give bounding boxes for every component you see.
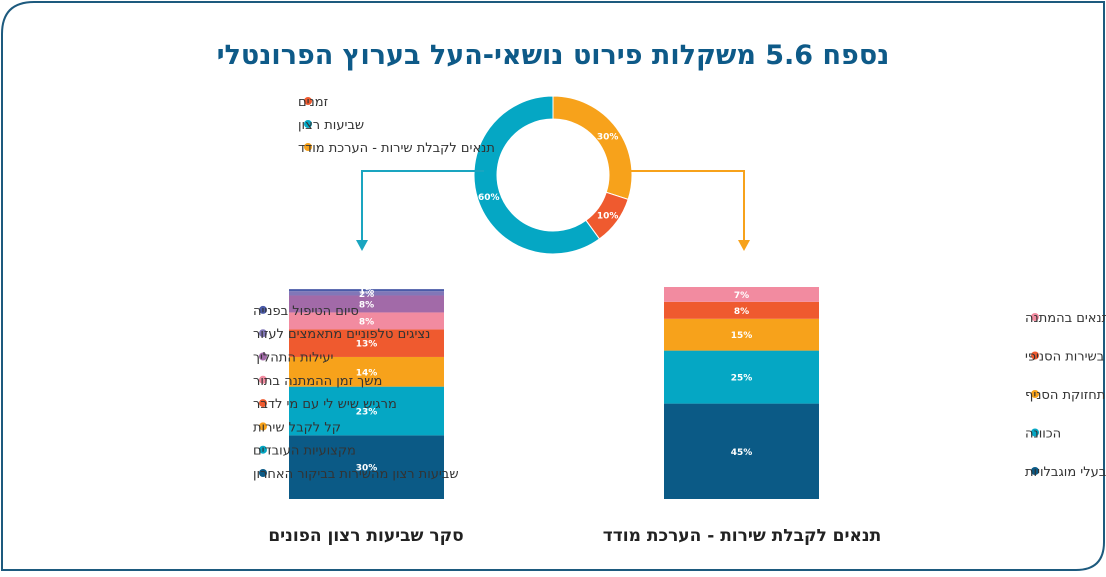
survey-stacked-bar: 30%23%14%13%8%8%2%1% xyxy=(289,287,444,499)
legend-label: קל לקבל שירות xyxy=(253,420,341,435)
donut-slice-label: 60% xyxy=(478,193,500,203)
donut-slice-label: 30% xyxy=(597,132,619,142)
bar-segment-label: 25% xyxy=(731,374,753,384)
legend-label: נגישות המידע בשירות הסניפי xyxy=(1025,350,1106,365)
arrow-to-survey xyxy=(361,170,484,242)
legend-marker xyxy=(1031,390,1039,398)
bar-segment xyxy=(289,329,444,357)
arrowhead-measurer xyxy=(738,240,750,251)
legend-marker xyxy=(1031,428,1039,437)
bar-segment xyxy=(664,301,819,319)
bar-segment xyxy=(289,289,444,292)
legend-marker xyxy=(1031,351,1039,360)
legend-marker xyxy=(259,445,267,454)
measurer-title: תנאים לקבלת שירות - הערכת מודד xyxy=(603,526,881,546)
bar-segment xyxy=(289,291,444,296)
bar-segment xyxy=(664,318,819,351)
legend-marker xyxy=(259,329,267,338)
legend-marker xyxy=(1031,313,1039,321)
legend-marker xyxy=(259,352,267,361)
legend-marker xyxy=(304,143,312,151)
legend-label: יעילות התהליך xyxy=(253,351,333,366)
bar-segment xyxy=(289,312,444,330)
legend-marker xyxy=(259,305,267,314)
legend-marker xyxy=(259,422,267,431)
legend-label: שביעות רצון xyxy=(298,118,364,133)
bar-segment-label: 30% xyxy=(356,464,378,474)
legend-label: מקצועיות העובדים xyxy=(253,444,356,459)
bar-segment xyxy=(664,287,819,302)
bar-segment xyxy=(289,435,444,499)
bar-segment-label: 7% xyxy=(734,291,749,301)
donut-slice xyxy=(473,95,601,255)
legend-marker xyxy=(259,375,267,384)
arrow-to-measurer xyxy=(626,170,745,242)
bar-segment-label: 1% xyxy=(359,287,374,297)
donut-chart: 30% 10% 60% xyxy=(473,95,633,255)
measurer-legend: נגישות לבעלי מוגבלויות הכוונה תחזוקת הסניף… xyxy=(1025,311,1106,480)
bar-segment xyxy=(664,403,819,499)
legend-label: סיום הטיפול בפנייה xyxy=(253,304,359,319)
arrowhead-survey xyxy=(356,240,368,251)
legend-label: הכוונה xyxy=(1025,427,1061,442)
bar-segment-label: 8% xyxy=(734,307,749,317)
legend-label: שביעות רצון מהשירות בביקור האחרון xyxy=(253,467,459,482)
bar-segment xyxy=(289,295,444,313)
legend-label: תחזוקת הסניף xyxy=(1025,388,1105,403)
bar-segment-label: 14% xyxy=(356,368,378,378)
legend-marker xyxy=(259,469,267,477)
survey-legend: שביעות רצון מהשירות בביקור האחרון מקצועיו… xyxy=(253,304,459,482)
legend-marker xyxy=(1031,467,1039,475)
legend-label: תנאים לקבלת שירות - הערכת מודד xyxy=(298,141,495,156)
bar-segment-label: 15% xyxy=(731,331,753,341)
legend-label: משך זמן ההמתנה בתור xyxy=(253,374,382,389)
bar-segment-label: 23% xyxy=(356,408,378,418)
bar-segment-label: 8% xyxy=(359,300,374,310)
legend-label: זמנים xyxy=(298,95,328,110)
survey-title: סקר שביעות רצון הפונים xyxy=(268,526,463,546)
legend-label: נגישות לבעלי מוגבלויות xyxy=(1025,465,1106,480)
legend-marker xyxy=(304,97,312,105)
bar-segment xyxy=(289,386,444,436)
legend-label: מרגיש שיש לי עם מי לדבר xyxy=(253,397,397,412)
donut-slice xyxy=(552,95,633,201)
legend-label: נציגים טלפוניים מתאמצים לעזור xyxy=(253,327,430,342)
legend-marker xyxy=(259,399,267,408)
donut-legend: זמנים שביעות רצון תנאים לקבלת שירות - הערכ… xyxy=(298,95,495,156)
legend-marker xyxy=(304,120,312,128)
bar-segment xyxy=(664,350,819,404)
bar-segment-label: 2% xyxy=(359,290,374,300)
donut-slice-label: 10% xyxy=(597,212,619,222)
bar-segment-label: 13% xyxy=(356,340,378,350)
legend-label: רמת התנאים בהמתנה xyxy=(1025,311,1106,326)
bar-segment-label: 45% xyxy=(731,448,753,458)
measurer-stacked-bar: 45% 25% 15% 8% 7% xyxy=(664,287,819,499)
bar-segment xyxy=(289,356,444,387)
bar-segment-label: 8% xyxy=(359,317,374,327)
page-title: נספח 5.6 משקלות פירוט נושאי-העל בערוץ הפ… xyxy=(217,40,890,71)
